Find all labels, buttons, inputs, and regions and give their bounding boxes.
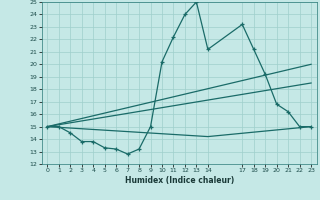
X-axis label: Humidex (Indice chaleur): Humidex (Indice chaleur)	[124, 176, 234, 185]
